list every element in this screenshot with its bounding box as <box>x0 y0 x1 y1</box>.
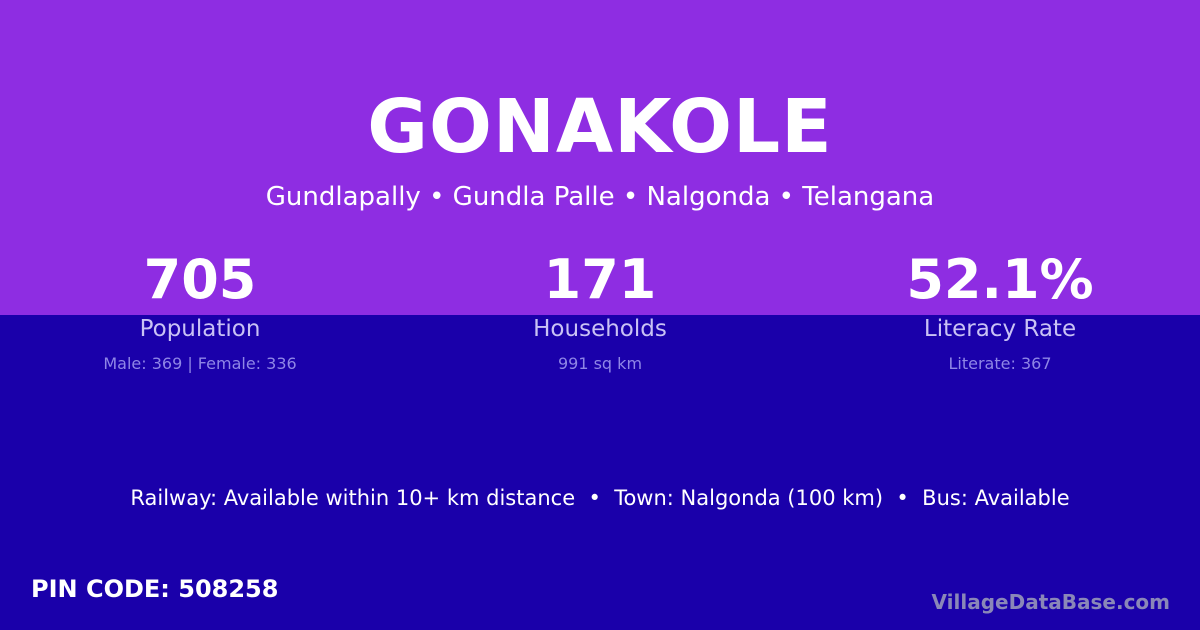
connectivity-facts: Railway: Available within 10+ km distanc… <box>130 486 1070 510</box>
header-band <box>0 0 1200 315</box>
stat-value: 705 <box>143 248 257 311</box>
stat-detail: Literate: 367 <box>948 354 1052 373</box>
location-breadcrumb: Gundlapally • Gundla Palle • Nalgonda • … <box>265 182 935 212</box>
stat-detail: 991 sq km <box>557 354 643 373</box>
stat-detail: Male: 369 | Female: 336 <box>103 354 297 373</box>
stat-label: Households <box>533 316 667 342</box>
pin-code: PIN CODE: 508258 <box>31 575 279 603</box>
brand-watermark: VillageDataBase.com <box>931 590 1170 614</box>
stat-value: 52.1% <box>906 248 1094 311</box>
stat-label: Literacy Rate <box>923 316 1077 342</box>
stat-literacy: 52.1% Literacy Rate Literate: 367 <box>800 248 1200 373</box>
stat-label: Population <box>139 316 261 342</box>
stat-population: 705 Population Male: 369 | Female: 336 <box>0 248 400 373</box>
stat-value: 171 <box>543 248 657 311</box>
village-title: GONAKOLE <box>367 84 833 170</box>
stat-households: 171 Households 991 sq km <box>400 248 800 373</box>
